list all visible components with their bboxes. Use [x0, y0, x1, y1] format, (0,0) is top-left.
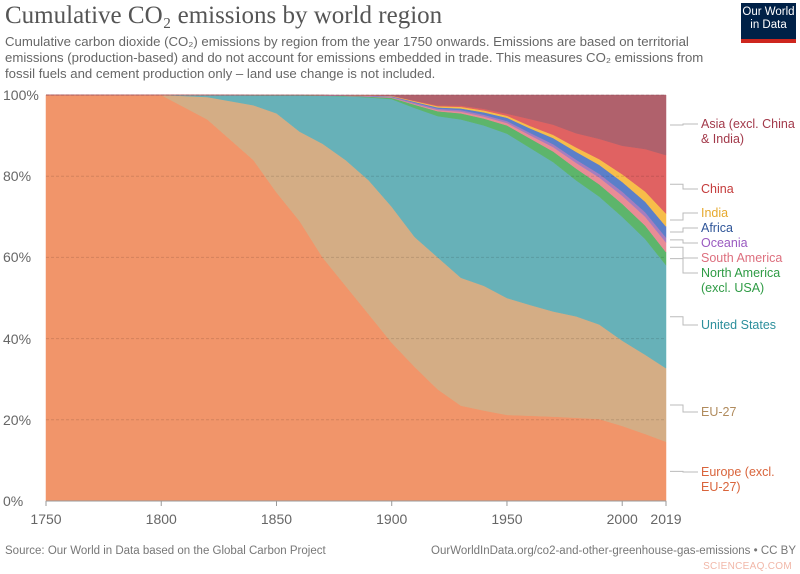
- legend-label[interactable]: South America: [701, 251, 783, 265]
- logo-line-1: Our World: [742, 6, 795, 18]
- legend-label[interactable]: Asia (excl. China & India): [701, 117, 795, 146]
- legend-connector: [670, 470, 698, 473]
- x-tick-label: 1850: [260, 511, 293, 527]
- chart-title: Cumulative CO₂ emissions by world region: [5, 2, 443, 29]
- chart-subtitle: Cumulative carbon dioxide (CO₂) emission…: [5, 34, 704, 81]
- legend-connector: [670, 258, 698, 274]
- x-tick-label: 1800: [145, 511, 177, 527]
- x-tick-label: 2019: [650, 511, 682, 527]
- y-tick-label: 0%: [3, 493, 24, 509]
- x-tick-label: 2000: [606, 511, 638, 527]
- y-tick-label: 80%: [3, 168, 32, 185]
- area-series-9[interactable]: [46, 94, 667, 156]
- legend-label[interactable]: Africa: [701, 221, 733, 235]
- legend-label[interactable]: United States: [701, 318, 777, 332]
- x-tick-label: 1750: [30, 511, 62, 527]
- legend-connector: [670, 183, 698, 190]
- x-tick-label: 1950: [491, 511, 523, 527]
- owid-logo[interactable]: Our World in Data: [741, 3, 796, 43]
- legend-connector: [670, 316, 698, 326]
- y-tick-label: 20%: [3, 411, 32, 428]
- watermark: SCIENCEAQ.COM: [703, 561, 792, 572]
- legend-label[interactable]: North America (excl. USA): [701, 266, 781, 295]
- legend-label[interactable]: EU-27: [701, 405, 737, 419]
- legend-connector: [670, 212, 698, 221]
- y-tick-label: 60%: [3, 249, 32, 266]
- legend-label[interactable]: Oceania: [701, 236, 748, 250]
- source-note: Source: Our World in Data based on the G…: [5, 545, 326, 557]
- y-tick-label: 40%: [3, 330, 32, 347]
- x-tick-label: 1900: [376, 511, 408, 527]
- legend-connector: [670, 239, 698, 244]
- legend-connector: [670, 227, 698, 233]
- legend-label[interactable]: Europe (excl. EU-27): [701, 465, 775, 494]
- legend-label[interactable]: India: [701, 206, 729, 220]
- logo-line-2: in Data: [750, 19, 787, 31]
- legend-connector: [670, 123, 698, 126]
- y-tick-label: 100%: [3, 87, 39, 103]
- legend-connector: [670, 246, 698, 259]
- url-link[interactable]: OurWorldInData.org/co2-and-other-greenho…: [431, 545, 796, 557]
- legend-connector: [670, 404, 698, 413]
- legend-label[interactable]: China: [701, 182, 734, 196]
